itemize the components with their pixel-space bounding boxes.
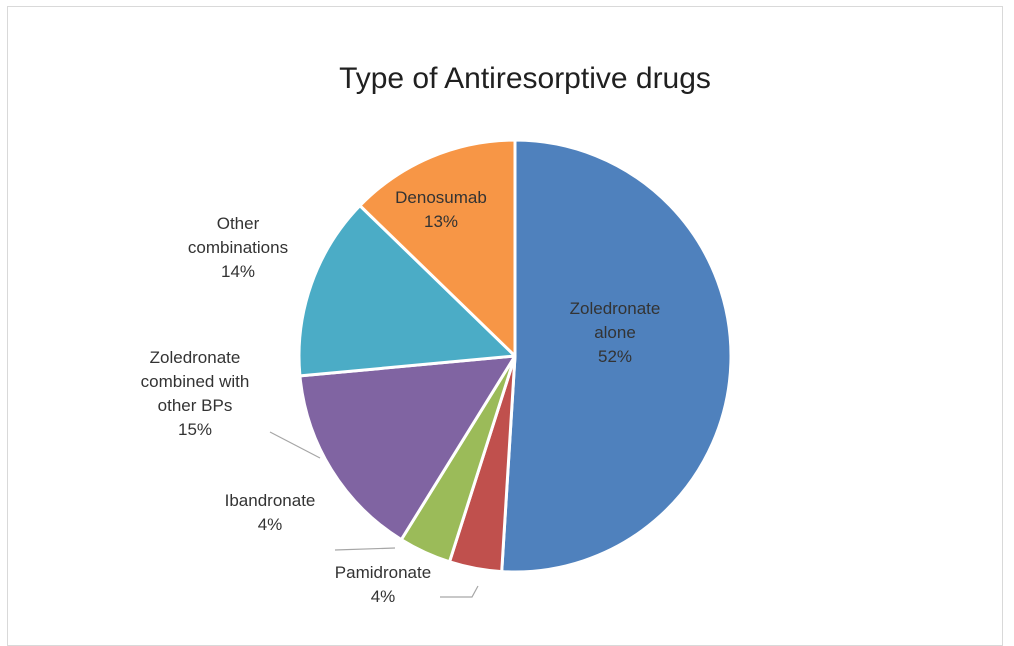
data-label-zoledronate-alone: Zoledronate alone 52%: [570, 299, 661, 366]
data-label-zoledronate-combined-with-other-bps: Zoledronate combined with other BPs 15%: [141, 348, 250, 439]
data-label-ibandronate: Ibandronate 4%: [225, 491, 316, 534]
pie-slice-denosumab: [358, 138, 517, 358]
leader-line-zoledronate-combined-with-other-bps: [269, 431, 321, 459]
data-label-pamidronate: Pamidronate 4%: [335, 563, 431, 606]
pie-slice-zoledronate-combined-with-other-bps: [298, 354, 517, 542]
data-label-other-combinations: Other combinations 14%: [188, 214, 288, 281]
data-label-denosumab: Denosumab 13%: [395, 188, 487, 231]
pie-slice-other-combinations: [297, 204, 517, 378]
leader-line-ibandronate: [334, 547, 396, 551]
chart-title: Type of Antiresorptive drugs: [339, 62, 711, 95]
leader-line-pamidronate: [440, 585, 479, 598]
pie-slice-zoledronate-alone: [500, 138, 733, 574]
